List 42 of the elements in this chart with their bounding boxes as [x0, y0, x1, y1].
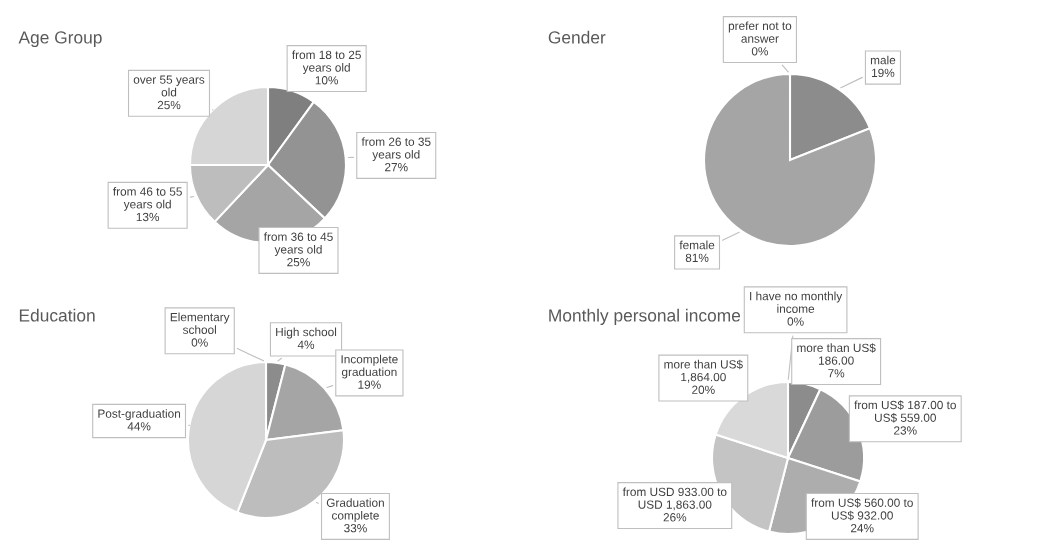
slice-label: High school	[276, 327, 337, 339]
slice-label: male	[870, 55, 896, 65]
chart-title: Monthly personal income	[549, 308, 741, 326]
data-label: 13%	[136, 212, 160, 222]
chart-title: Education	[19, 308, 95, 322]
slice-label: from US$ 187.00 to US$ 559.00	[854, 400, 956, 423]
data-label: 19%	[358, 380, 381, 389]
chart-title: Gender	[548, 30, 606, 44]
data-label: 25%	[287, 258, 310, 267]
data-label: 27%	[385, 162, 408, 172]
data-label: 19%	[872, 68, 895, 78]
chart-title: Age Group	[18, 31, 102, 48]
category-label: I have no monthly income	[750, 291, 843, 313]
slice-label: more than US$ 1,864.00	[664, 359, 743, 383]
data-label: 4%	[297, 340, 315, 349]
text: 0%	[751, 47, 769, 56]
slice-label: from USD 933.00 to USD 1,863.00	[622, 487, 727, 511]
category-label: Elementary school	[170, 312, 230, 334]
text: 0%	[787, 317, 804, 326]
slice-label: Graduation complete	[326, 498, 384, 522]
slice-label: from 36 to 45 years old	[263, 232, 333, 256]
slice-label: from US$ 560.00 to US$ 932.00	[811, 498, 913, 521]
data-label: 10%	[315, 76, 339, 85]
data-label: 81%	[685, 253, 709, 262]
data-label: 20%	[692, 385, 715, 394]
slice-label: from 46 to 55 years old	[113, 187, 182, 211]
slice-label: more than US$ 186.00	[797, 343, 876, 365]
slice-label: Post-graduation	[98, 409, 181, 421]
slice-label: over 55 years old	[133, 75, 205, 97]
data-label: 26%	[663, 513, 687, 522]
data-label: 33%	[344, 524, 367, 533]
category-label: prefer not to answer	[728, 21, 792, 43]
slice-label: from 26 to 35 years old	[361, 137, 431, 161]
data-label: 25%	[157, 100, 181, 110]
text: 0%	[191, 338, 208, 347]
data-label: 44%	[127, 422, 151, 431]
slice-label: Incomplete graduation	[341, 354, 398, 379]
data-label: 24%	[850, 524, 874, 533]
data-label: 7%	[828, 369, 845, 378]
slice-label: from 18 to 25 years old	[292, 50, 361, 75]
data-label: 23%	[894, 426, 917, 435]
slice-label: female	[679, 240, 715, 250]
